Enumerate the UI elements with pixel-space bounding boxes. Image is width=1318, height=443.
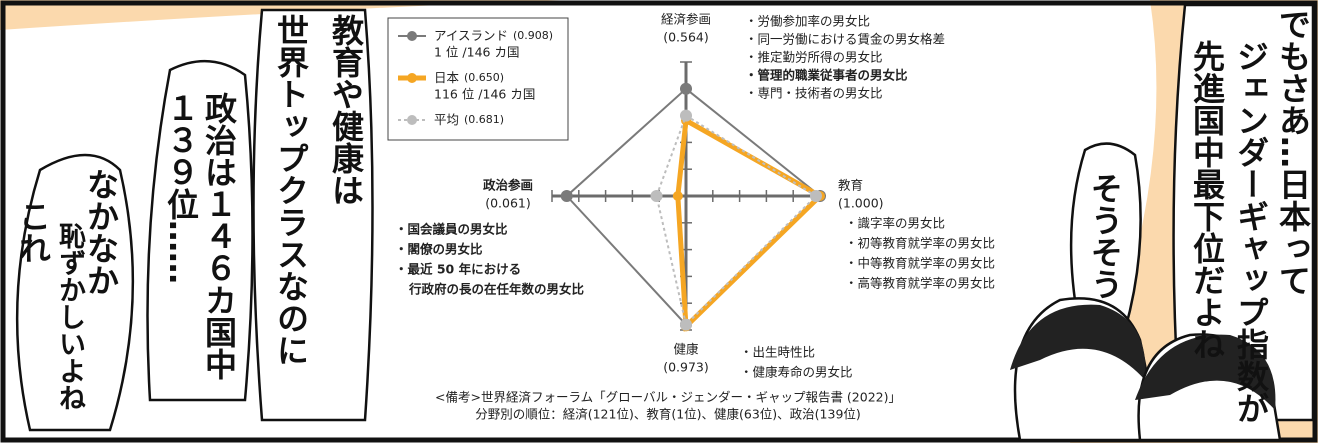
note-item: ・労働参加率の男女比 xyxy=(745,14,870,29)
axis-value-label: (0.973) xyxy=(663,360,709,375)
speech-text: なかなか xyxy=(82,168,120,296)
axis-value-label: (0.564) xyxy=(663,30,709,45)
speech-text: 恥ずかしいよね xyxy=(54,222,85,411)
axis-value-label: (1.000) xyxy=(838,196,884,211)
legend-entry: 日本 (0.650) xyxy=(434,70,504,85)
note-item: ・識字率の男女比 xyxy=(845,216,945,231)
speech-text: そうそう xyxy=(1086,172,1124,300)
note-item: ・高等教育就学率の男女比 xyxy=(845,276,995,291)
note-item: ・推定勤労所得の男女比 xyxy=(745,50,883,65)
note-item: 行政府の長の在任年数の男女比 xyxy=(408,282,585,297)
data-point xyxy=(680,109,692,122)
legend-rank: 116 位 /146 カ国 xyxy=(434,87,535,102)
data-point xyxy=(680,318,692,331)
speech-text: でもさあ…日本って xyxy=(1274,8,1312,296)
axis-label: 政治参画 xyxy=(483,178,533,193)
speech-text: 世界トップクラスなのに xyxy=(272,14,310,366)
note-item: ・出生時性比 xyxy=(740,345,815,360)
axis-label: 健康 xyxy=(673,342,699,357)
data-point xyxy=(650,190,663,202)
speech-text: これ xyxy=(14,200,52,264)
note-item: ・同一労働における賃金の男女格差 xyxy=(745,32,945,47)
source-note: <備考>世界経済フォーラム「グローバル・ジェンダー・ギャップ報告書 (2022)… xyxy=(435,390,901,405)
speech-text: ジェンダーギャップ指数が xyxy=(1232,40,1270,424)
data-point xyxy=(560,190,573,202)
note-item: ・専門・技術者の男女比 xyxy=(745,86,883,101)
note-item: ・最近 50 年における xyxy=(395,262,521,277)
legend-entry: アイスランド (0.908) xyxy=(434,28,553,43)
legend-rank: 1 位 /146 カ国 xyxy=(434,45,519,60)
note-item: ・初等教育就学率の男女比 xyxy=(845,236,995,251)
speech-text: 教育や健康は xyxy=(327,14,365,206)
data-point xyxy=(680,82,692,95)
legend-swatch-dot xyxy=(407,31,417,41)
legend-entry: 平均 (0.681) xyxy=(434,112,504,127)
legend-swatch-dot xyxy=(407,115,417,125)
note-item: ・中等教育就学率の男女比 xyxy=(845,256,995,271)
speech-text: 政治は１４６カ国中 xyxy=(200,92,238,380)
note-item: ・国会議員の男女比 xyxy=(395,222,508,237)
speech-text: 先進国中最下位だよね xyxy=(1188,40,1226,360)
source-note: 分野別の順位：経済(121位)、教育(1位)、健康(63位)、政治(139位) xyxy=(475,407,861,422)
data-point xyxy=(809,190,822,202)
note-item: ・健康寿命の男女比 xyxy=(740,365,853,380)
axis-label: 経済参画 xyxy=(661,12,711,27)
legend-swatch-dot xyxy=(407,73,417,83)
speech-text: １３９位…… xyxy=(162,92,200,284)
data-point xyxy=(672,191,683,201)
axis-value-label: (0.061) xyxy=(485,196,531,211)
note-item: ・閣僚の男女比 xyxy=(395,242,483,257)
note-item: ・管理的職業従事者の男女比 xyxy=(745,68,908,83)
axis-label: 教育 xyxy=(838,178,863,193)
